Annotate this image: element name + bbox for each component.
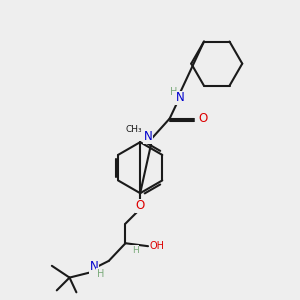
Text: N: N bbox=[176, 92, 185, 104]
Text: O: O bbox=[136, 200, 145, 212]
Text: N: N bbox=[90, 260, 98, 273]
Text: N: N bbox=[144, 130, 152, 143]
Text: H: H bbox=[132, 246, 139, 255]
Text: CH₃: CH₃ bbox=[126, 125, 142, 134]
Text: OH: OH bbox=[149, 241, 164, 251]
Text: O: O bbox=[198, 112, 208, 125]
Text: H: H bbox=[170, 87, 177, 97]
Text: H: H bbox=[97, 269, 105, 279]
